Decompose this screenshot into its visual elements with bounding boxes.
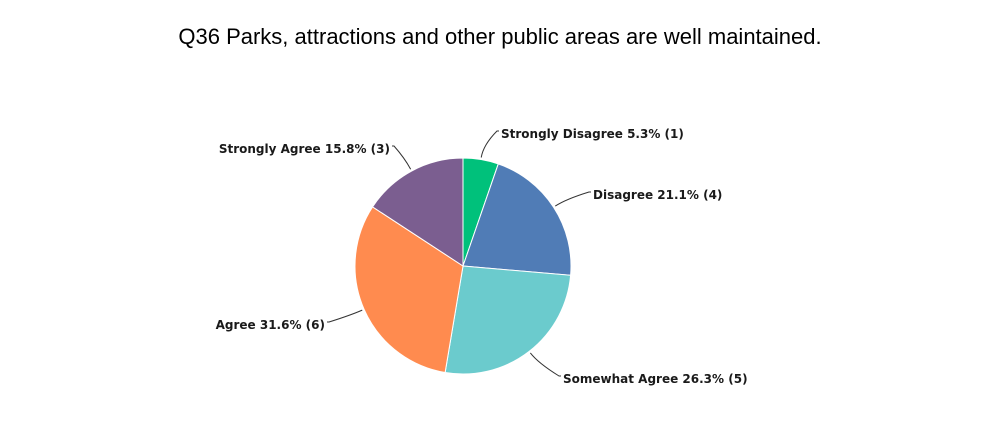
pie-slice-somewhat-agree (444, 265, 572, 375)
slice-label: Agree 31.6% (6) (216, 318, 325, 332)
slice-label: Somewhat Agree 26.3% (5) (563, 372, 748, 386)
leader-line (480, 130, 499, 158)
chart-title: Q36 Parks, attractions and other public … (178, 24, 822, 49)
slice-label: Strongly Disagree 5.3% (1) (501, 127, 684, 141)
pie-slices (354, 157, 572, 375)
pie-slice-disagree (462, 163, 572, 276)
leader-line (554, 191, 591, 207)
slice-label: Disagree 21.1% (4) (593, 188, 722, 202)
leader-line (392, 145, 412, 170)
pie-slice-strongly-agree (371, 157, 464, 267)
leader-line (327, 309, 363, 323)
pie-labels: Strongly Disagree 5.3% (1) Disagree 21.1%… (216, 127, 748, 386)
leader-line (529, 352, 561, 377)
pie-slice-agree (354, 206, 464, 374)
slice-label: Strongly Agree 15.8% (3) (219, 142, 390, 156)
